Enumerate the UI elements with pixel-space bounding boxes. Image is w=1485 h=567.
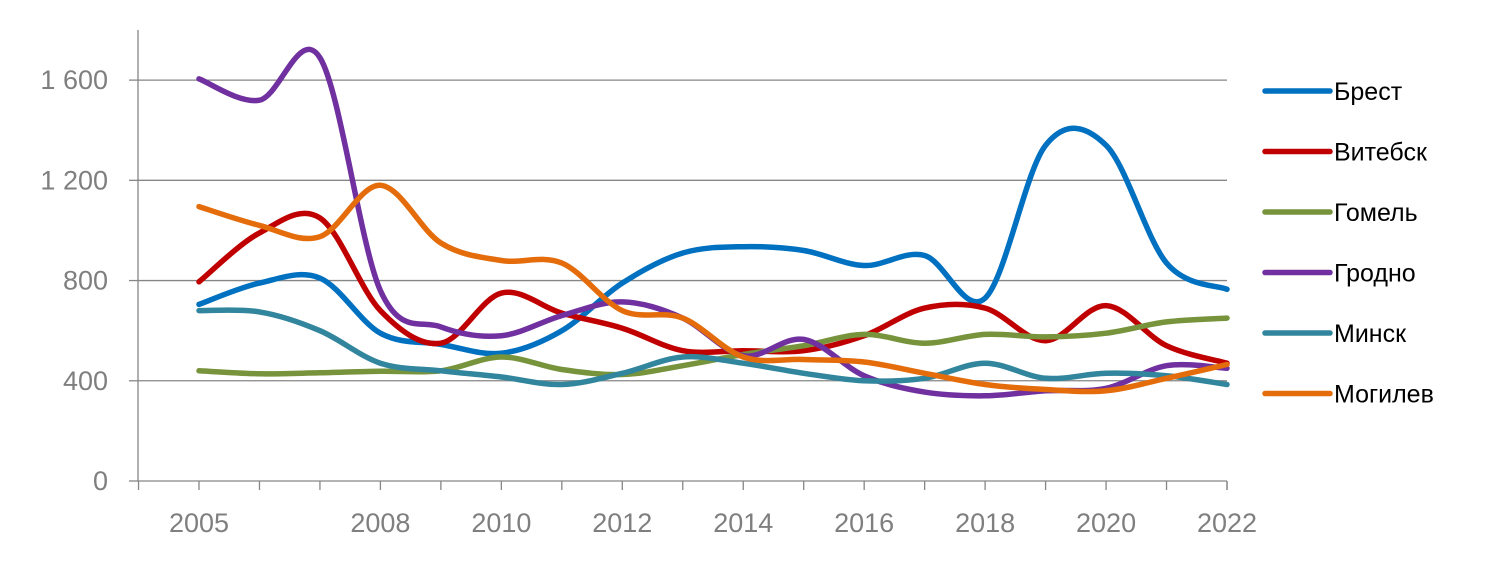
x-tick-label: 2014 <box>713 508 773 538</box>
x-tick-label: 2020 <box>1076 508 1136 538</box>
axes: 0 400 800 1 200 1 600 2005 2008 2010 2012 2014 201… <box>40 30 1257 538</box>
y-tick-label: 1 200 <box>40 165 108 195</box>
legend-label: Могилев <box>1334 381 1434 409</box>
series-line-Гродно <box>196 46 1230 399</box>
x-tick-label: 2005 <box>169 508 229 538</box>
series-lines <box>196 46 1230 399</box>
series-line-Минск <box>196 307 1230 388</box>
x-tick-label: 2018 <box>955 508 1015 538</box>
y-tick-label: 800 <box>63 266 108 296</box>
y-tick-label: 400 <box>63 366 108 396</box>
legend-label: Брест <box>1334 78 1403 106</box>
legend-label: Гомель <box>1334 199 1418 227</box>
series-line-Брест <box>196 125 1230 357</box>
y-tick-label: 0 <box>93 466 108 496</box>
y-tick-label: 1 600 <box>40 65 108 95</box>
series-line-Могилев <box>196 182 1230 395</box>
legend-label: Витебск <box>1334 139 1428 167</box>
legend-label: Гродно <box>1334 260 1416 288</box>
legend-label: Минск <box>1334 320 1407 348</box>
x-tick-label: 2010 <box>471 508 531 538</box>
x-tick-label: 2016 <box>834 508 894 538</box>
x-tick-label: 2022 <box>1197 508 1257 538</box>
legend: Брест Витебск Гомель Гродно Минск Могилев <box>1262 78 1434 409</box>
x-tick-label: 2012 <box>592 508 652 538</box>
x-tick-label: 2008 <box>350 508 410 538</box>
